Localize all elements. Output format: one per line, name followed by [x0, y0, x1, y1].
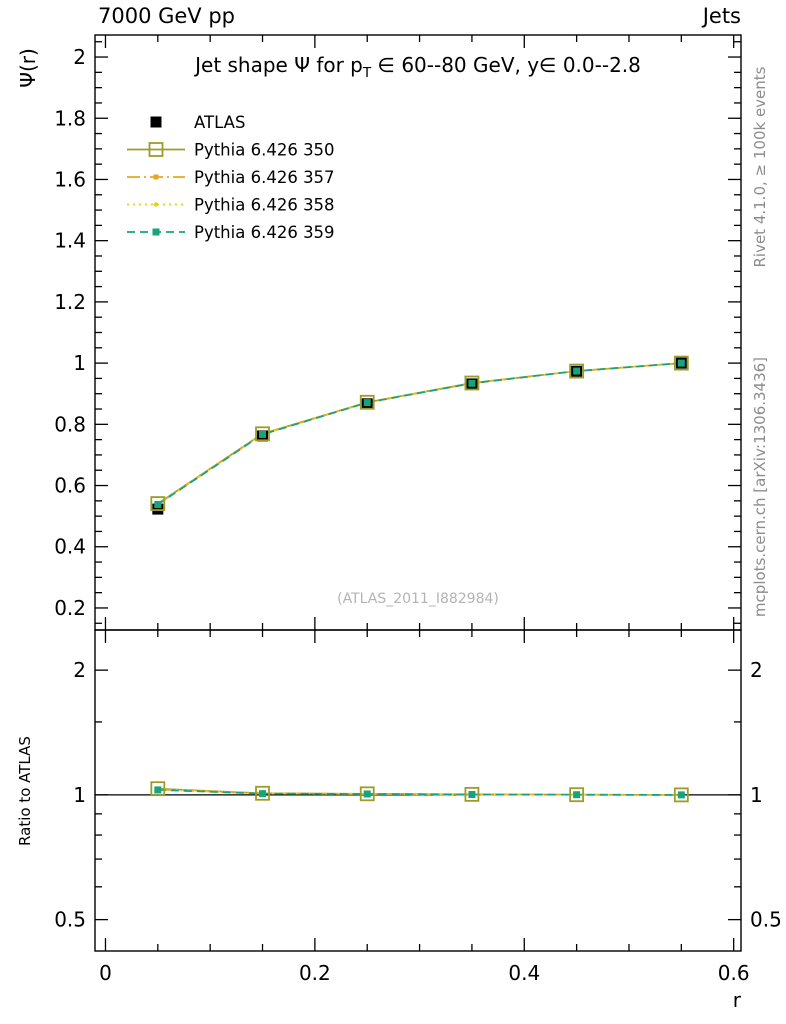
panel-frames	[94, 34, 742, 952]
svg-text:0: 0	[99, 961, 112, 985]
svg-text:1.8: 1.8	[54, 106, 86, 130]
axis-tick-labels: 0.2 0.4 0.6 0.8 1 1.2 1.4 1.6 1.8 2 0.5 0.5 1 1 2 2 0 0.2…	[54, 45, 782, 985]
y-axis-label: Ψ(r)	[16, 48, 40, 88]
svg-text:1.6: 1.6	[54, 167, 86, 191]
svg-text:1: 1	[73, 351, 86, 375]
svg-text:1.4: 1.4	[54, 229, 86, 253]
svg-text:Pythia 6.426 357: Pythia 6.426 357	[194, 168, 335, 187]
svg-text:0.5: 0.5	[54, 908, 86, 932]
svg-text:1.2: 1.2	[54, 290, 86, 314]
svg-text:2: 2	[750, 658, 763, 682]
svg-text:Pythia 6.426 350: Pythia 6.426 350	[194, 141, 335, 160]
svg-text:0.6: 0.6	[718, 961, 750, 985]
svg-text:0.4: 0.4	[54, 535, 86, 559]
svg-text:Pythia 6.426 359: Pythia 6.426 359	[194, 223, 335, 242]
svg-text:1: 1	[750, 783, 763, 807]
header-analysis-group: Jets	[702, 4, 741, 28]
title-subscript: T	[362, 65, 372, 81]
svg-text:0.8: 0.8	[54, 412, 86, 436]
title-suffix: ∈ 60--80 GeV, y∈ 0.0--2.8	[371, 53, 641, 77]
svg-text:0.5: 0.5	[750, 908, 782, 932]
plot-title: Jet shape Ψ for pT ∈ 60--80 GeV, y∈ 0.0-…	[95, 53, 741, 81]
main-series	[150, 355, 689, 515]
svg-text:Pythia 6.426 358: Pythia 6.426 358	[194, 196, 335, 215]
svg-text:ATLAS: ATLAS	[194, 113, 245, 132]
x-axis-label: r	[732, 988, 741, 1012]
svg-text:0.2: 0.2	[54, 596, 86, 620]
ratio-series	[95, 781, 741, 803]
legend: ATLAS Pythia 6.426 350 Pythia 6.426 357 Pyt…	[127, 113, 335, 242]
analysis-id-watermark: (ATLAS_2011_I882984)	[337, 591, 499, 607]
svg-text:2: 2	[73, 658, 86, 682]
svg-text:0.4: 0.4	[508, 961, 540, 985]
svg-text:1: 1	[73, 783, 86, 807]
axes-ticks	[95, 35, 741, 951]
svg-text:2: 2	[73, 45, 86, 69]
mcplots-citation-note: mcplots.cern.ch [arXiv:1306.3436]	[751, 356, 769, 618]
ratio-axis-label: Ratio to ATLAS	[16, 736, 34, 846]
title-prefix: Jet shape Ψ for p	[195, 53, 363, 77]
header-beam-info: 7000 GeV pp	[98, 4, 236, 28]
rivet-version-note: Rivet 4.1.0, ≥ 100k events	[751, 66, 769, 268]
svg-text:0.6: 0.6	[54, 474, 86, 498]
svg-text:0.2: 0.2	[299, 961, 331, 985]
